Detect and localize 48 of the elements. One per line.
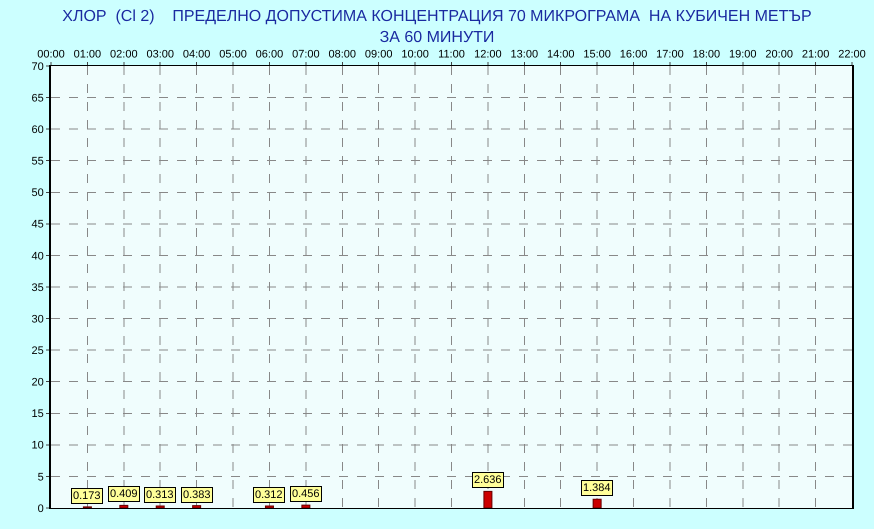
data-label: 0.409 [110,488,138,500]
y-tick-label: 50 [32,187,44,200]
y-tick-label: 70 [32,60,44,73]
x-tick-label: 19:00 [729,48,757,61]
x-tick-label: 07:00 [292,48,320,61]
x-tick-label: 15:00 [583,48,611,61]
x-tick-label: 11:00 [438,48,465,61]
x-tick-label: 09:00 [364,48,392,61]
x-tick-label: 17:00 [656,48,684,61]
y-tick-label: 15 [32,408,44,420]
y-tick-label: 45 [32,218,44,231]
chart-title: ХЛОР (Cl 2) ПРЕДЕЛНО ДОПУСТИМА КОНЦЕНТРАЦИЯ 70 МИКРОГРАМА НА КУБИЧЕН МЕТЪР [62,8,812,26]
x-tick-label: 03:00 [146,48,174,61]
y-tick-label: 55 [32,156,44,168]
x-tick-label: 01:00 [74,48,102,61]
x-tick-label: 14:00 [546,48,574,61]
x-tick-label: 16:00 [620,48,648,61]
x-tick-label: 10:00 [401,48,429,61]
x-tick-label: 00:00 [37,48,65,61]
y-tick-label: 20 [32,376,44,389]
y-tick-label: 35 [32,282,44,294]
x-tick-label: 05:00 [219,48,247,61]
y-tick-label: 60 [32,124,44,136]
x-tick-label: 21:00 [802,48,830,61]
y-tick-label: 40 [32,250,44,262]
y-tick-label: 0 [38,502,44,515]
data-label: 0.312 [255,489,283,501]
x-tick-label: 04:00 [182,48,210,61]
y-tick-label: 10 [32,440,44,452]
data-label: 0.456 [292,488,320,500]
x-tick-label: 06:00 [256,48,284,61]
data-label: 2.636 [474,474,502,486]
x-tick-label: 12:00 [474,48,502,61]
data-label: 0.313 [146,489,174,501]
data-label: 1.384 [583,482,611,494]
y-tick-label: 30 [32,313,44,326]
x-tick-label: 22:00 [838,48,866,61]
y-tick-label: 65 [32,92,44,104]
data-label: 0.383 [183,489,211,501]
x-tick-label: 13:00 [510,48,538,61]
y-tick-label: 25 [32,344,44,357]
x-tick-label: 08:00 [328,48,356,61]
x-tick-label: 02:00 [110,48,138,61]
x-tick-label: 20:00 [765,48,793,61]
chart-subtitle: ЗА 60 МИНУТИ [380,28,494,46]
data-label: 0.173 [73,490,101,502]
y-tick-label: 5 [38,471,44,484]
x-tick-label: 18:00 [692,48,720,61]
